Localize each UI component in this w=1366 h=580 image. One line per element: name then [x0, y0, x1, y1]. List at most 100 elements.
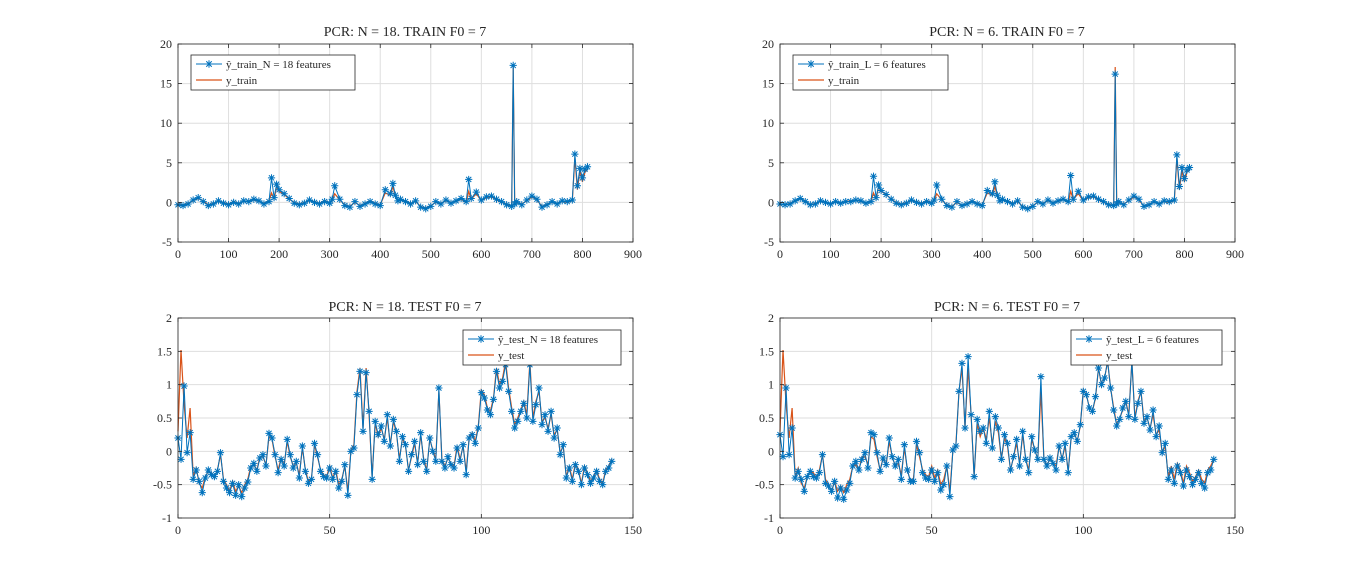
data-point-prediction: [486, 411, 495, 419]
data-point-prediction: [589, 474, 598, 482]
data-point-prediction: [1061, 439, 1069, 447]
data-point-prediction: [846, 479, 854, 487]
data-point-prediction: [1014, 197, 1022, 205]
data-point-prediction: [791, 474, 799, 482]
data-point-prediction: [1146, 426, 1154, 434]
data-point-prediction: [406, 200, 415, 208]
data-point-prediction: [928, 466, 936, 474]
data-point-prediction: [543, 201, 551, 209]
data-point-prediction: [930, 196, 938, 204]
data-point-prediction: [794, 467, 802, 475]
data-point-prediction: [1198, 479, 1206, 487]
data-point-prediction: [553, 424, 561, 432]
data-point-prediction: [216, 449, 225, 457]
data-point-prediction: [1131, 415, 1139, 423]
data-point-prediction: [1000, 431, 1009, 439]
subplot-train-n6: PCR: N = 6. TRAIN F0 = 7 0 100 200 300 400 50…: [762, 25, 1244, 261]
data-point-prediction: [827, 487, 836, 495]
data-point-prediction: [1031, 446, 1039, 454]
data-point-prediction: [1094, 364, 1103, 372]
data-point-prediction: [538, 421, 546, 429]
data-point-prediction: [198, 489, 206, 497]
x-tick-label: 900: [624, 247, 642, 261]
data-point-prediction: [392, 427, 400, 435]
data-point-prediction: [465, 175, 473, 184]
y-tick-label: -0.5: [153, 478, 172, 492]
data-point-prediction: [320, 473, 328, 481]
data-point-prediction: [414, 461, 422, 469]
data-point-prediction: [511, 424, 519, 432]
data-point-prediction: [389, 415, 397, 423]
data-point-prediction: [219, 477, 228, 485]
data-point-prediction: [885, 434, 893, 442]
data-point-prediction: [483, 406, 491, 414]
legend-label-prediction: ŷ_test_L = 6 features: [1106, 334, 1199, 346]
x-tick-label: 150: [624, 523, 642, 537]
data-point-prediction: [815, 469, 824, 477]
data-point-prediction: [874, 181, 883, 189]
x-tick-label: 800: [1175, 247, 1193, 261]
data-point-prediction: [902, 199, 910, 207]
data-point-prediction: [892, 199, 900, 207]
legend-marker-prediction: [205, 60, 213, 68]
data-point-prediction: [186, 429, 194, 437]
data-point-prediction: [255, 197, 263, 205]
data-point-prediction: [361, 200, 369, 208]
data-point-prediction: [453, 444, 461, 452]
data-point-prediction: [897, 201, 905, 209]
legend-label-prediction: ŷ_test_N = 18 features: [498, 334, 598, 346]
data-point-prediction: [1179, 482, 1188, 490]
legend: ŷ_train_L = 6 features y_train: [792, 54, 949, 91]
x-tick-label: 0: [777, 523, 783, 537]
data-point-prediction: [843, 486, 851, 494]
data-point-prediction: [912, 198, 921, 206]
data-point-prediction: [395, 457, 404, 465]
data-point-prediction: [891, 462, 899, 470]
data-point-prediction: [1105, 201, 1113, 209]
legend: ŷ_test_N = 18 features y_test: [462, 329, 622, 366]
x-tick-label: 100: [1074, 523, 1092, 537]
x-tick-label: 300: [321, 247, 339, 261]
data-point-prediction: [1107, 384, 1115, 392]
data-point-prediction: [229, 479, 237, 487]
x-tick-label: 100: [472, 523, 490, 537]
data-point-prediction: [331, 182, 339, 190]
data-point-prediction: [477, 389, 485, 397]
data-point-prediction: [568, 196, 576, 204]
y-tick-label: 2: [166, 311, 172, 325]
data-point-prediction: [931, 477, 939, 485]
data-point-prediction: [241, 484, 249, 492]
data-point-prediction: [1097, 381, 1106, 389]
data-point-prediction: [826, 200, 835, 208]
data-point-prediction: [427, 202, 435, 210]
data-point-prediction: [1173, 151, 1181, 159]
data-point-prediction: [993, 191, 1001, 199]
data-point-prediction: [310, 198, 319, 206]
data-point-prediction: [973, 415, 981, 423]
data-point-prediction: [1204, 469, 1212, 477]
data-point-prediction: [940, 481, 948, 489]
data-point-prediction: [788, 424, 796, 432]
data-point-prediction: [329, 475, 337, 483]
data-point-prediction: [256, 454, 264, 462]
data-point-prediction: [389, 179, 397, 187]
data-point-prediction: [1079, 387, 1087, 395]
data-point-prediction: [963, 200, 971, 208]
data-point-prediction: [877, 186, 885, 195]
data-point-prediction: [495, 384, 504, 392]
data-point-prediction: [442, 196, 450, 204]
data-point-prediction: [852, 196, 860, 204]
data-point-prediction: [1049, 199, 1057, 207]
data-point-prediction: [1024, 205, 1032, 213]
data-point-prediction: [513, 198, 521, 206]
data-point-prediction: [855, 466, 863, 474]
data-point-prediction: [876, 467, 884, 475]
y-tick-label: -1: [764, 511, 774, 525]
data-point-prediction: [532, 401, 540, 409]
data-point-prediction: [1152, 433, 1160, 441]
data-point-prediction: [872, 194, 880, 202]
data-point-prediction: [955, 387, 963, 395]
data-point-prediction: [842, 198, 850, 206]
data-point-prediction: [310, 439, 319, 447]
data-point-prediction: [268, 434, 276, 442]
